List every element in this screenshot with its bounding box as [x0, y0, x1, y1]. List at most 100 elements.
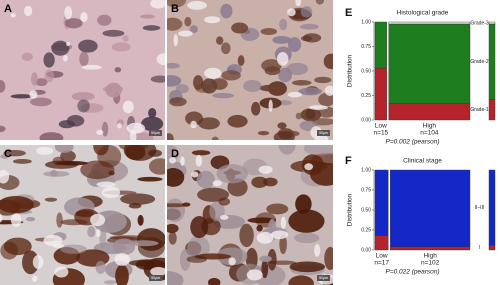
cell-cluster [101, 121, 109, 137]
marginal-segment [488, 169, 496, 246]
cell-cluster [261, 259, 269, 279]
cell-cluster [259, 84, 281, 92]
cell-cluster [0, 79, 6, 93]
cell-cluster [169, 97, 187, 107]
space [96, 229, 101, 238]
cell-cluster [324, 246, 333, 271]
cell-cluster [300, 35, 313, 42]
cell-cluster [77, 99, 90, 113]
cell-cluster [111, 42, 131, 52]
space [66, 41, 71, 47]
x-tick-label: High [423, 253, 437, 260]
space [178, 30, 193, 37]
x-tick-label: High [423, 123, 437, 130]
cell-cluster [167, 203, 186, 208]
cell-cluster [216, 247, 248, 266]
cell-cluster [239, 223, 254, 248]
space [204, 67, 222, 79]
space [180, 156, 185, 167]
cell-cluster [118, 145, 149, 152]
tissue [167, 145, 333, 285]
cell-cluster [179, 248, 191, 271]
scale-bar [149, 130, 162, 136]
space [190, 120, 197, 129]
space [23, 5, 33, 17]
space [80, 12, 88, 23]
cell-cluster [277, 122, 287, 129]
cell-cluster [220, 42, 231, 55]
space [258, 165, 273, 174]
cell-cluster [266, 203, 289, 215]
space [268, 99, 273, 112]
panel-label: D [171, 148, 179, 160]
cell-cluster [279, 234, 287, 255]
space [150, 0, 165, 9]
cell-cluster [43, 52, 55, 68]
cell-cluster [191, 150, 211, 156]
p-value: P=0.002 (pearson) [385, 139, 439, 146]
cell-cluster [231, 22, 249, 34]
cell-cluster [22, 250, 39, 275]
cell-cluster [142, 25, 161, 31]
cell-cluster [168, 231, 177, 245]
marginal-segment [488, 244, 496, 251]
cell-cluster [323, 53, 333, 70]
cell-cluster [279, 18, 288, 31]
y-tick-label: 0.50 [361, 207, 371, 213]
cell-cluster [60, 150, 76, 162]
mosaic-segment [390, 169, 471, 248]
cell-cluster [184, 16, 192, 27]
y-tick-label: 0.25 [361, 227, 371, 233]
cell-cluster [115, 264, 129, 285]
cell-cluster [12, 158, 32, 164]
mosaic-segment [374, 169, 389, 236]
cell-cluster [51, 40, 70, 56]
y-tick-label: 0.75 [361, 187, 371, 193]
series-label: I [479, 245, 480, 251]
y-tick-label: 1.00 [361, 19, 371, 25]
space [314, 243, 321, 257]
panel-label: F [345, 155, 352, 167]
mosaic-segment [374, 21, 387, 69]
cell-cluster [80, 160, 115, 180]
cell-cluster [3, 149, 26, 157]
cell-cluster [263, 177, 278, 187]
scale-label: 50μm [319, 131, 328, 135]
cell-cluster [293, 232, 320, 244]
space [324, 85, 333, 96]
x-tick-label: Low [375, 123, 387, 130]
panel-label: E [345, 7, 352, 19]
cell-cluster [310, 162, 333, 186]
cell-cluster [103, 280, 117, 285]
cell-cluster [148, 107, 157, 119]
cell-cluster [272, 36, 292, 44]
space [0, 169, 10, 184]
cell-cluster [287, 37, 302, 53]
cell-cluster [43, 170, 70, 177]
cell-cluster [207, 277, 221, 285]
cell-cluster [315, 0, 325, 5]
cell-cluster [259, 255, 272, 262]
cell-cluster [257, 130, 270, 136]
cell-cluster [295, 112, 303, 120]
cell-cluster [120, 193, 156, 205]
cell-cluster [221, 70, 241, 81]
cell-cluster [148, 158, 165, 175]
cell-cluster [260, 27, 278, 35]
cell-cluster [95, 260, 106, 274]
chart-title: Clinical stage [403, 158, 442, 165]
space [308, 105, 328, 110]
chart-title: Histological grade [397, 10, 449, 17]
cell-cluster [35, 78, 48, 87]
cell-cluster [190, 216, 209, 239]
mosaic-segment [388, 103, 471, 121]
space [204, 16, 221, 24]
cell-cluster [288, 275, 314, 285]
mosaic-segment [374, 67, 387, 121]
cell-cluster [87, 226, 96, 238]
cell-cluster [227, 114, 248, 128]
cell-cluster [211, 136, 219, 140]
cell-cluster [0, 154, 10, 159]
space [0, 213, 3, 223]
y-tick-label: 0.50 [361, 68, 371, 74]
